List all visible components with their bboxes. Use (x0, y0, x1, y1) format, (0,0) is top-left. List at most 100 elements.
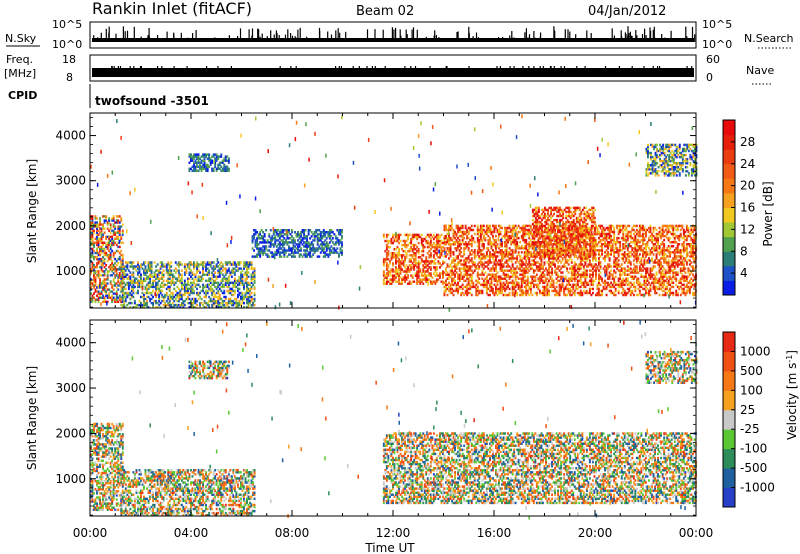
heatmap-cell (535, 291, 538, 295)
heatmap-cell (435, 268, 438, 271)
heatmap-cell (478, 277, 481, 280)
noise-spike (391, 27, 393, 42)
heatmap-cell (399, 282, 402, 285)
heatmap-cell (246, 299, 248, 303)
heatmap-cell (489, 230, 491, 234)
heatmap-cell (226, 303, 229, 307)
heatmap-cell (543, 289, 546, 293)
heatmap-cell (482, 228, 485, 232)
heatmap-cell (555, 277, 558, 280)
heatmap-cell (542, 291, 544, 295)
heatmap-cell (112, 225, 115, 228)
heatmap-cell (428, 233, 431, 237)
heatmap-cell (479, 236, 482, 240)
heatmap-cell (599, 267, 602, 270)
heatmap-cell (479, 249, 482, 252)
heatmap-cell (582, 267, 585, 270)
heatmap-cell (147, 285, 150, 289)
heatmap-cell (389, 245, 391, 249)
heatmap-cell (548, 251, 550, 254)
heatmap-cell (575, 277, 578, 280)
heatmap-cell (481, 261, 484, 264)
heatmap-cell (168, 281, 171, 285)
heatmap-cell (309, 247, 312, 250)
heatmap-cell (269, 237, 272, 240)
freq-spike (404, 66, 406, 69)
heatmap-cell (498, 224, 500, 228)
heatmap-cell (546, 289, 549, 293)
heatmap-cell (493, 241, 496, 244)
heatmap-cell (523, 226, 526, 230)
heatmap-cell (206, 289, 209, 293)
heatmap-cell (253, 229, 256, 232)
heatmap-cell (111, 264, 114, 267)
heatmap-cell (327, 245, 330, 248)
heatmap-cell (501, 255, 504, 258)
heatmap-cell (251, 239, 254, 242)
heatmap-cell (595, 275, 597, 278)
heatmap-cell (149, 261, 152, 264)
heatmap-cell (94, 282, 97, 285)
noise-spike (586, 30, 588, 42)
heatmap-cell (123, 281, 126, 285)
heatmap-cell (501, 291, 504, 295)
heatmap-cell (274, 253, 277, 256)
heatmap-cell (564, 277, 567, 280)
heatmap-cell (158, 303, 161, 307)
heatmap-cell (393, 233, 396, 237)
heatmap-cell (389, 278, 391, 281)
heatmap-cell (569, 238, 572, 242)
heatmap-cell (479, 259, 482, 262)
heatmap-cell (588, 228, 591, 232)
heatmap-cell (165, 269, 168, 272)
heatmap-cell (93, 278, 95, 281)
heatmap-cell (404, 256, 407, 259)
heatmap-cell (149, 273, 152, 276)
heatmap-cell (171, 301, 174, 305)
heatmap-cell (246, 267, 248, 270)
heatmap-cell (90, 231, 92, 234)
heatmap-cell (187, 291, 189, 295)
heatmap-cell (516, 226, 519, 230)
heatmap-cell (575, 263, 578, 266)
heatmap-cell (408, 280, 411, 283)
heatmap-cell (489, 269, 491, 272)
heatmap-cell (590, 269, 593, 272)
heatmap-cell (579, 245, 582, 248)
heatmap-cell (454, 279, 457, 283)
heatmap-cell (237, 279, 239, 283)
heatmap-cell (312, 233, 315, 236)
heatmap-cell (429, 268, 432, 271)
heatmap-cell (185, 267, 188, 270)
heatmap-cell (277, 247, 280, 250)
heatmap-cell (511, 251, 514, 254)
heatmap-cell (446, 228, 449, 232)
heatmap-cell (599, 245, 602, 248)
heatmap-cell (112, 253, 115, 257)
heatmap-cell (601, 279, 604, 283)
heatmap-cell (147, 261, 150, 264)
heatmap-cell (595, 267, 597, 270)
heatmap-cell (97, 253, 100, 257)
heatmap-cell (513, 238, 516, 242)
freq-spike (217, 66, 219, 69)
heatmap-cell (566, 232, 569, 236)
heatmap-cell (288, 249, 290, 252)
heatmap-cell (498, 291, 500, 295)
heatmap-cell (167, 301, 170, 305)
heatmap-cell (118, 276, 121, 279)
heatmap-cell (455, 263, 458, 266)
heatmap-cell (316, 235, 319, 238)
heatmap-cell (579, 232, 582, 236)
heatmap-cell (256, 255, 259, 258)
heatmap-cell (534, 234, 537, 238)
heatmap-cell (203, 153, 206, 156)
heatmap-cell (514, 277, 517, 280)
heatmap-cell (470, 279, 473, 283)
heatmap-cell (511, 234, 514, 238)
heatmap-cell (495, 259, 497, 262)
heatmap-cell (422, 254, 425, 257)
heatmap-cell (484, 271, 487, 274)
heatmap-cell (246, 281, 248, 285)
heatmap-cell (540, 251, 543, 254)
